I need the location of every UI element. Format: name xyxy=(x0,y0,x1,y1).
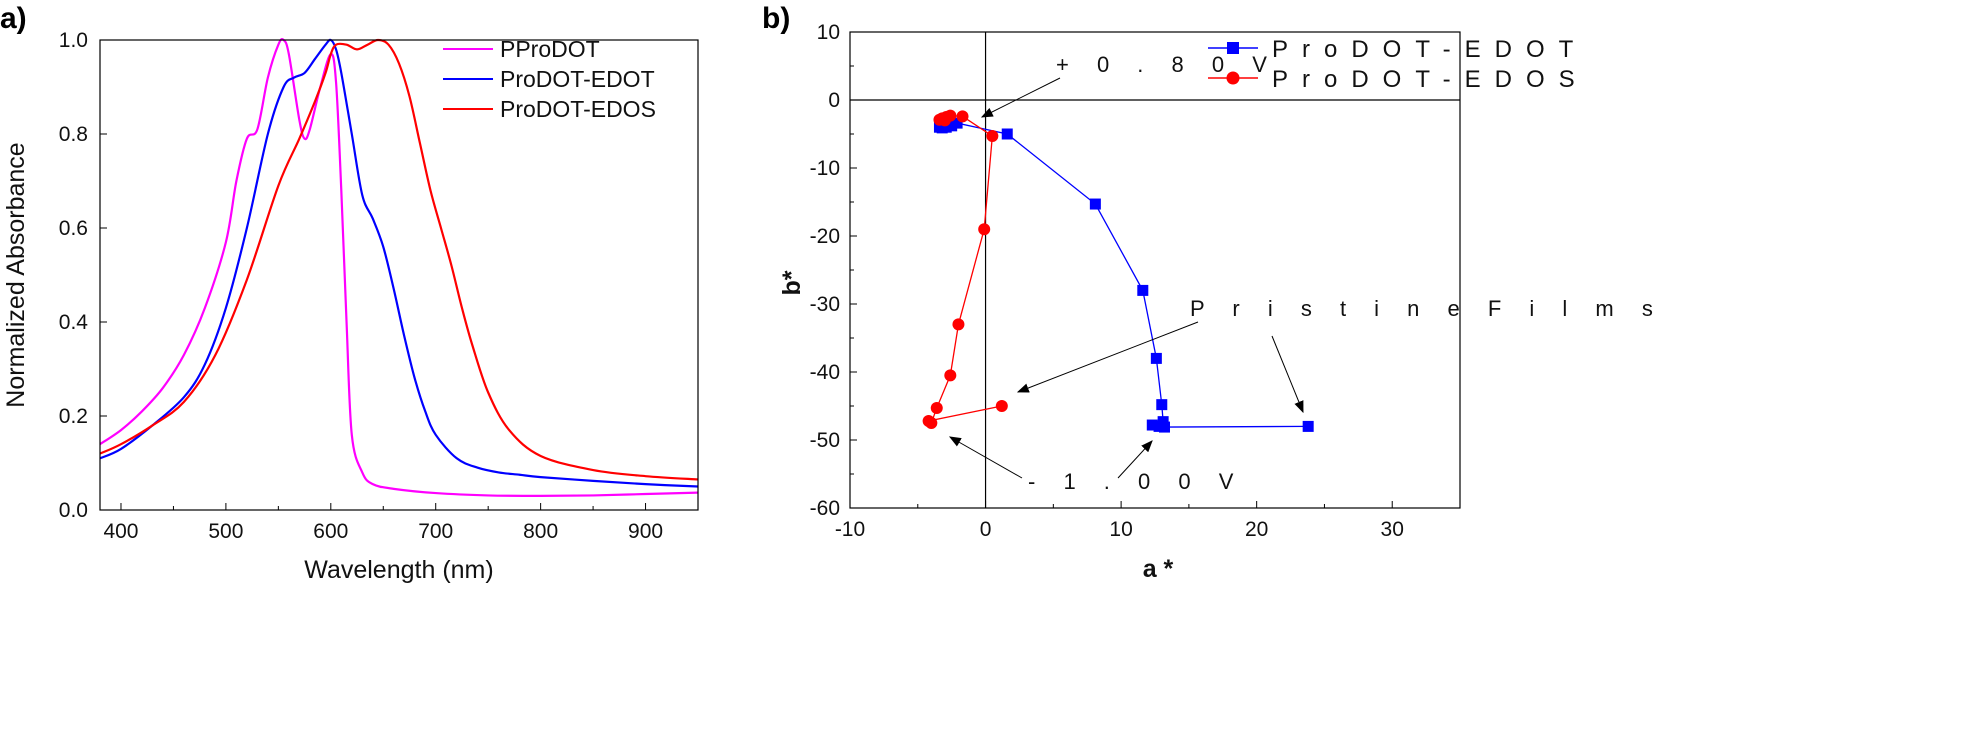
panel-b-x-axis-title: a * xyxy=(1143,555,1174,583)
panel-b-y-tick-label-60: -60 xyxy=(810,497,840,520)
annotation-arrow-pristine-edot xyxy=(1271,335,1304,414)
annotation-pristine-films: P r i s t i n e F i l m s xyxy=(1190,296,1664,321)
series-line-pprodot xyxy=(99,38,699,497)
panel-a-y-tick-label-0-6: 0.6 xyxy=(59,217,88,240)
panel-b-y-tick-label-50: -50 xyxy=(810,429,840,452)
panel-b-x-tick-label-10: 10 xyxy=(1109,518,1132,541)
panel-a-y-tick-label-0-4: 0.4 xyxy=(59,311,89,334)
data-point-prodot-edot-0 xyxy=(1302,420,1314,432)
annotation-oxidized-voltage: + 0 . 8 0 V xyxy=(1056,52,1278,77)
legend-label-pprodot: PProDOT xyxy=(500,36,600,62)
panel-a: a) 400 500 600 700 800 900 0.0 0.2 0.4 0.6 0.8 1.0… xyxy=(0,2,699,584)
panel-b-annotations: + 0 . 8 0 V P r i s t i n e F i l m s - … xyxy=(948,52,1664,494)
data-point-prodot-edot-5 xyxy=(1156,399,1168,411)
panel-a-y-tick-label-0-8: 0.8 xyxy=(59,123,88,146)
panel-a-x-tick-label-800: 800 xyxy=(523,520,558,543)
annotation-arrow-pristine-edos xyxy=(1016,321,1199,393)
panel-a-label: a) xyxy=(0,2,27,35)
panel-b-y-tick-label-20: -20 xyxy=(810,225,840,248)
legend-label-prodot-edos-b: ProDOT-EDOS xyxy=(1272,66,1589,93)
panel-a-frame xyxy=(99,39,699,511)
panel-a-x-tick-label-900: 900 xyxy=(628,520,663,543)
annotation-reduced-voltage: - 1 . 0 0 V xyxy=(1028,469,1244,494)
data-point-prodot-edos-3 xyxy=(930,402,943,415)
legend-label-prodot-edot-b: ProDOT-EDOT xyxy=(1272,36,1587,63)
panel-a-y-tick-label-0-2: 0.2 xyxy=(59,405,88,428)
panel-a-y-tick-label-1-0: 1.0 xyxy=(59,29,88,52)
data-point-prodot-edot-4 xyxy=(1157,416,1169,428)
panel-b-frame xyxy=(849,31,1461,509)
data-point-prodot-edos-0 xyxy=(995,400,1008,412)
panel-a-x-tick-label-400: 400 xyxy=(103,520,138,543)
panel-b-y-tick-label-0: 0 xyxy=(828,89,840,112)
annotation-arrow-reduced-edot xyxy=(1117,440,1153,479)
data-point-prodot-edot-14 xyxy=(933,121,945,133)
data-point-prodot-edot-3 xyxy=(1146,419,1158,431)
panel-a-y-axis-title: Normalized Absorbance xyxy=(2,142,30,407)
panel-b-y-axis: 10 0 -10 -20 -30 -40 -50 -60 xyxy=(810,21,857,520)
panel-b-y-tick-label-10: -10 xyxy=(810,157,840,180)
data-point-prodot-edos-6 xyxy=(978,223,991,236)
panel-b-x-axis: -10 0 10 20 30 xyxy=(835,501,1404,541)
panel-b-y-axis-title: b* xyxy=(778,270,806,295)
series-line-prodot-edot xyxy=(939,122,1309,428)
series-line-prodot-edot xyxy=(99,38,699,488)
legend-marker-square xyxy=(1227,42,1239,54)
panel-b-label: b) xyxy=(762,2,790,35)
panel-a-x-tick-label-700: 700 xyxy=(418,520,453,543)
legend-label-prodot-edos: ProDOT-EDOS xyxy=(500,96,656,122)
data-point-prodot-edot-8 xyxy=(1089,198,1101,210)
panel-a-y-axis: 0.0 0.2 0.4 0.6 0.8 1.0 xyxy=(59,29,107,522)
annotation-arrow-reduced-edos xyxy=(948,436,1023,479)
legend-label-prodot-edot: ProDOT-EDOT xyxy=(500,66,655,92)
data-point-prodot-edos-5 xyxy=(952,318,965,331)
data-point-prodot-edos-4 xyxy=(944,369,957,382)
panel-b-y-tick-label-40: -40 xyxy=(810,361,840,384)
panel-b-x-tick-label-30: 30 xyxy=(1381,518,1404,541)
panel-b-plot-area xyxy=(922,109,1314,433)
data-point-prodot-edot-6 xyxy=(1150,352,1162,364)
panel-b-x-tick-label-10: -10 xyxy=(835,518,865,541)
panel-b-x-tick-label-0: 0 xyxy=(980,518,992,541)
series-line-prodot-edos xyxy=(927,114,1002,425)
panel-b-y-tick-label-10: 10 xyxy=(817,21,840,44)
data-point-prodot-edos-2 xyxy=(925,417,938,429)
data-point-prodot-edos-7 xyxy=(986,130,999,143)
data-point-prodot-edos-8 xyxy=(956,110,969,123)
panel-a-legend: PProDOT ProDOT-EDOT ProDOT-EDOS xyxy=(443,36,656,122)
panel-b: b) -10 0 10 20 30 100-10-20-30-40-50-60 a * … xyxy=(762,2,1664,583)
panel-b-legend: ProDOT-EDOT ProDOT-EDOS xyxy=(1208,36,1589,93)
panel-a-x-axis-title: Wavelength (nm) xyxy=(304,556,493,584)
panel-a-x-tick-label-600: 600 xyxy=(313,520,348,543)
panel-b-x-tick-label-20: 20 xyxy=(1245,518,1268,541)
panel-a-x-axis: 400 500 600 700 800 900 xyxy=(103,503,663,543)
annotation-arrow-oxidized xyxy=(980,77,1061,118)
data-point-prodot-edot-9 xyxy=(1001,128,1013,140)
panel-b-y-tick-label-30: -30 xyxy=(810,293,840,316)
panel-a-y-tick-label-0-0: 0.0 xyxy=(59,499,88,522)
panel-b-zero-axes xyxy=(850,32,1460,508)
panel-a-x-tick-label-500: 500 xyxy=(208,520,243,543)
legend-marker-circle xyxy=(1226,71,1240,85)
data-point-prodot-edos-13 xyxy=(933,113,946,126)
data-point-prodot-edot-7 xyxy=(1137,284,1149,296)
